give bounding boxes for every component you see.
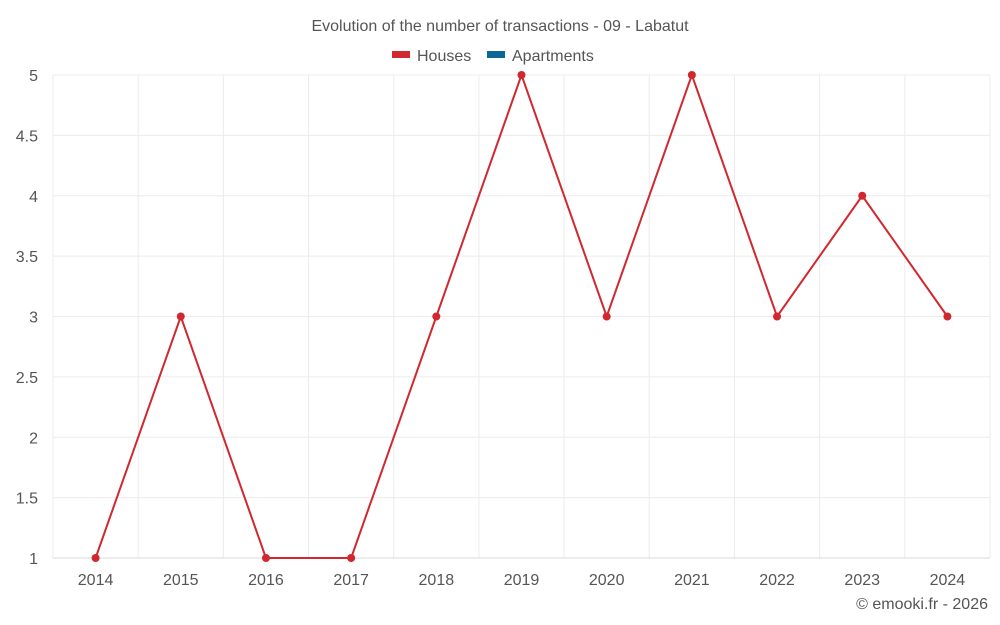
x-tick-label: 2016	[248, 572, 284, 589]
x-tick-label: 2019	[504, 572, 540, 589]
grid	[52, 74, 991, 559]
chart-title: Evolution of the number of transactions …	[311, 18, 689, 35]
x-tick-label: 2023	[844, 572, 880, 589]
legend-swatch-apartments	[487, 51, 505, 58]
legend-label-apartments[interactable]: Apartments	[512, 48, 594, 65]
data-point-houses[interactable]	[347, 554, 356, 562]
x-tick-label: 2017	[333, 572, 369, 589]
data-point-houses[interactable]	[687, 71, 696, 79]
y-axis: 1 1.5 2 2.5 3 3.5 4 4.5 5	[16, 68, 38, 568]
data-point-houses[interactable]	[91, 554, 100, 562]
data-point-houses[interactable]	[261, 554, 270, 562]
y-tick-label: 2	[29, 430, 38, 447]
y-tick-label: 4.5	[16, 128, 38, 145]
legend-swatch-houses	[392, 51, 410, 58]
x-tick-label: 2018	[419, 572, 455, 589]
y-tick-label: 4	[29, 189, 38, 206]
y-tick-label: 3	[29, 310, 38, 327]
series-group	[91, 71, 952, 562]
y-tick-label: 1	[29, 551, 38, 568]
x-axis: 2014 2015 2016 2017 2018 2019 2020 2021 2022 2023…	[78, 572, 966, 589]
legend: Houses Apartments	[392, 48, 594, 65]
data-point-houses[interactable]	[858, 191, 867, 200]
data-point-houses[interactable]	[943, 312, 952, 321]
data-point-houses[interactable]	[517, 71, 526, 79]
data-point-houses[interactable]	[773, 312, 782, 321]
x-tick-label: 2021	[674, 572, 710, 589]
x-tick-label: 2015	[163, 572, 199, 589]
x-tick-label: 2014	[78, 572, 114, 589]
y-tick-label: 2.5	[16, 370, 38, 387]
x-tick-label: 2020	[589, 572, 625, 589]
data-point-houses[interactable]	[602, 312, 611, 321]
x-tick-label: 2022	[759, 572, 795, 589]
data-point-houses[interactable]	[432, 312, 441, 321]
data-point-houses[interactable]	[176, 312, 185, 321]
x-tick-label: 2024	[930, 572, 966, 589]
legend-label-houses[interactable]: Houses	[417, 48, 471, 65]
y-tick-label: 5	[29, 68, 38, 85]
y-tick-label: 1.5	[16, 491, 38, 508]
credit-text: © emooki.fr - 2026	[856, 596, 988, 613]
y-tick-label: 3.5	[16, 249, 38, 266]
